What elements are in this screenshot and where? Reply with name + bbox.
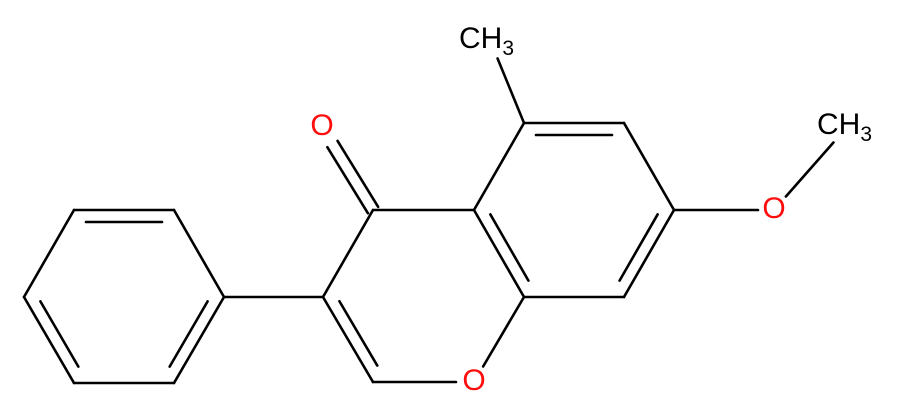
atom-symbol: O [762, 192, 785, 225]
bond [321, 208, 375, 299]
methyl-label: CH3 [817, 108, 872, 146]
bond [472, 208, 526, 299]
bond [168, 300, 209, 368]
bond [622, 208, 676, 299]
bond [172, 208, 226, 299]
bond [618, 213, 659, 282]
bond [336, 139, 380, 209]
atom-symbol: O [462, 364, 485, 397]
atom-subscript: 3 [502, 37, 514, 60]
bond [481, 295, 526, 368]
oxygen-label: O [462, 364, 485, 397]
bond [622, 121, 676, 212]
bond [39, 300, 80, 368]
bond [326, 145, 370, 215]
bond [321, 295, 375, 384]
bond [338, 299, 379, 367]
bond [172, 295, 226, 385]
bond [784, 141, 835, 198]
atom-subscript: 3 [860, 123, 872, 146]
bond [22, 295, 76, 385]
methyl-label: CH3 [459, 22, 514, 60]
atom-symbol: CH [817, 108, 860, 141]
bond [496, 57, 526, 125]
oxygen-label: O [310, 109, 333, 142]
oxygen-label: O [762, 192, 785, 225]
atom-symbol: CH [459, 22, 502, 55]
bond [489, 213, 530, 282]
atom-symbol: O [310, 109, 333, 142]
bond [472, 121, 526, 212]
bond [22, 208, 76, 299]
